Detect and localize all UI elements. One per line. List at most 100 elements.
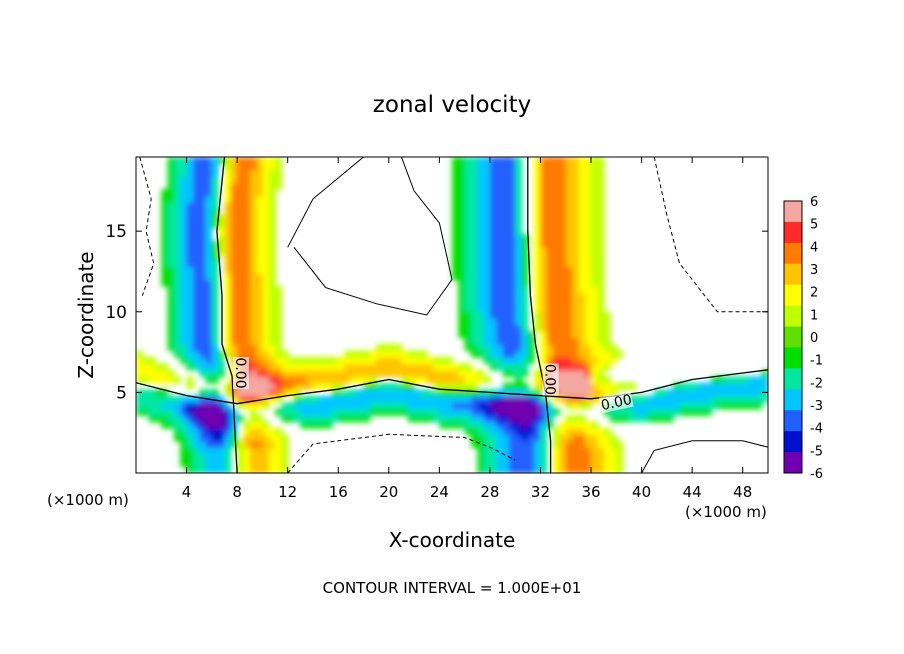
field-cell [249, 260, 257, 268]
field-cell [294, 382, 302, 390]
field-cell [477, 331, 485, 339]
field-cell [565, 421, 573, 429]
field-cell [553, 298, 561, 307]
field-cell [338, 356, 346, 365]
field-cell [521, 298, 529, 307]
field-cell [730, 382, 738, 390]
field-cell [192, 402, 200, 410]
field-cell [167, 189, 175, 197]
field-cell [452, 402, 460, 410]
field-cell [344, 376, 352, 384]
field-cell [173, 273, 181, 281]
field-cell [268, 253, 276, 261]
field-cell [262, 208, 270, 216]
field-cell [300, 363, 308, 371]
field-cell [192, 427, 200, 436]
field-cell [477, 305, 485, 313]
field-cell [249, 415, 257, 423]
field-cell [534, 318, 542, 326]
field-cell [249, 169, 257, 178]
field-cell [319, 369, 327, 377]
field-cell [761, 395, 768, 403]
colorbar-swatch [784, 305, 802, 328]
field-cell [205, 311, 213, 319]
field-cell [685, 395, 693, 403]
field-cell [584, 311, 592, 319]
field-cell [603, 440, 611, 448]
field-cell [186, 208, 194, 216]
field-cell [471, 305, 479, 313]
field-cell [243, 215, 251, 223]
field-cell [306, 415, 314, 423]
field-cell [186, 466, 194, 473]
field-cell [224, 440, 232, 448]
field-cell [237, 189, 245, 197]
field-cell [262, 215, 270, 223]
field-cell [458, 279, 466, 287]
field-cell [572, 344, 580, 352]
field-cell [572, 234, 580, 242]
field-cell [445, 376, 453, 384]
field-cell [186, 266, 194, 274]
field-cell [565, 182, 573, 190]
field-cell [363, 356, 371, 365]
field-cell [230, 279, 238, 287]
field-cell [313, 415, 321, 423]
field-cell [211, 324, 219, 332]
field-cell [565, 253, 573, 261]
field-cell [553, 466, 561, 473]
field-cell [230, 331, 238, 339]
field-cell [243, 311, 251, 319]
field-cell [496, 227, 504, 236]
field-cell [597, 318, 605, 326]
field-cell [458, 324, 466, 332]
field-cell [281, 415, 289, 423]
field-cell [268, 182, 276, 190]
field-cell [546, 182, 554, 190]
colorbar-tick-label: 1 [810, 308, 818, 323]
x-tick-label: 48 [733, 483, 752, 501]
field-cell [136, 369, 144, 377]
field-cell [205, 169, 213, 178]
field-cell [382, 344, 390, 352]
field-cell [584, 305, 592, 313]
field-cell [591, 453, 599, 461]
colorbar-tick-label: -5 [810, 444, 823, 459]
field-cell [344, 363, 352, 371]
field-cell [256, 382, 264, 390]
field-cell [281, 369, 289, 377]
field-cell [559, 286, 567, 294]
field-cell [211, 421, 219, 429]
field-cell [521, 427, 529, 436]
field-cell [591, 157, 599, 165]
field-cell [578, 376, 586, 384]
field-cell [534, 221, 542, 229]
field-cell [496, 286, 504, 294]
field-cell [496, 253, 504, 261]
field-cell [458, 266, 466, 274]
field-cell [426, 356, 434, 365]
field-cell [230, 202, 238, 210]
field-cell [471, 227, 479, 236]
field-cell [489, 440, 497, 448]
field-cell [262, 202, 270, 210]
field-cell [237, 324, 245, 332]
field-cell [496, 163, 504, 171]
field-cell [584, 279, 592, 287]
field-cell [496, 169, 504, 178]
field-cell [256, 286, 264, 294]
field-cell [275, 376, 283, 384]
contour-label-bg [232, 357, 249, 390]
field-cell [559, 234, 567, 242]
field-cell [452, 240, 460, 248]
field-cell [489, 221, 497, 229]
field-cell [211, 369, 219, 377]
field-cell [673, 408, 681, 416]
field-cell [502, 421, 510, 429]
field-cell [496, 305, 504, 313]
field-cell [679, 408, 687, 416]
field-cell [521, 408, 529, 416]
field-cell [249, 202, 257, 210]
field-cell [192, 227, 200, 236]
field-cell [502, 453, 510, 461]
